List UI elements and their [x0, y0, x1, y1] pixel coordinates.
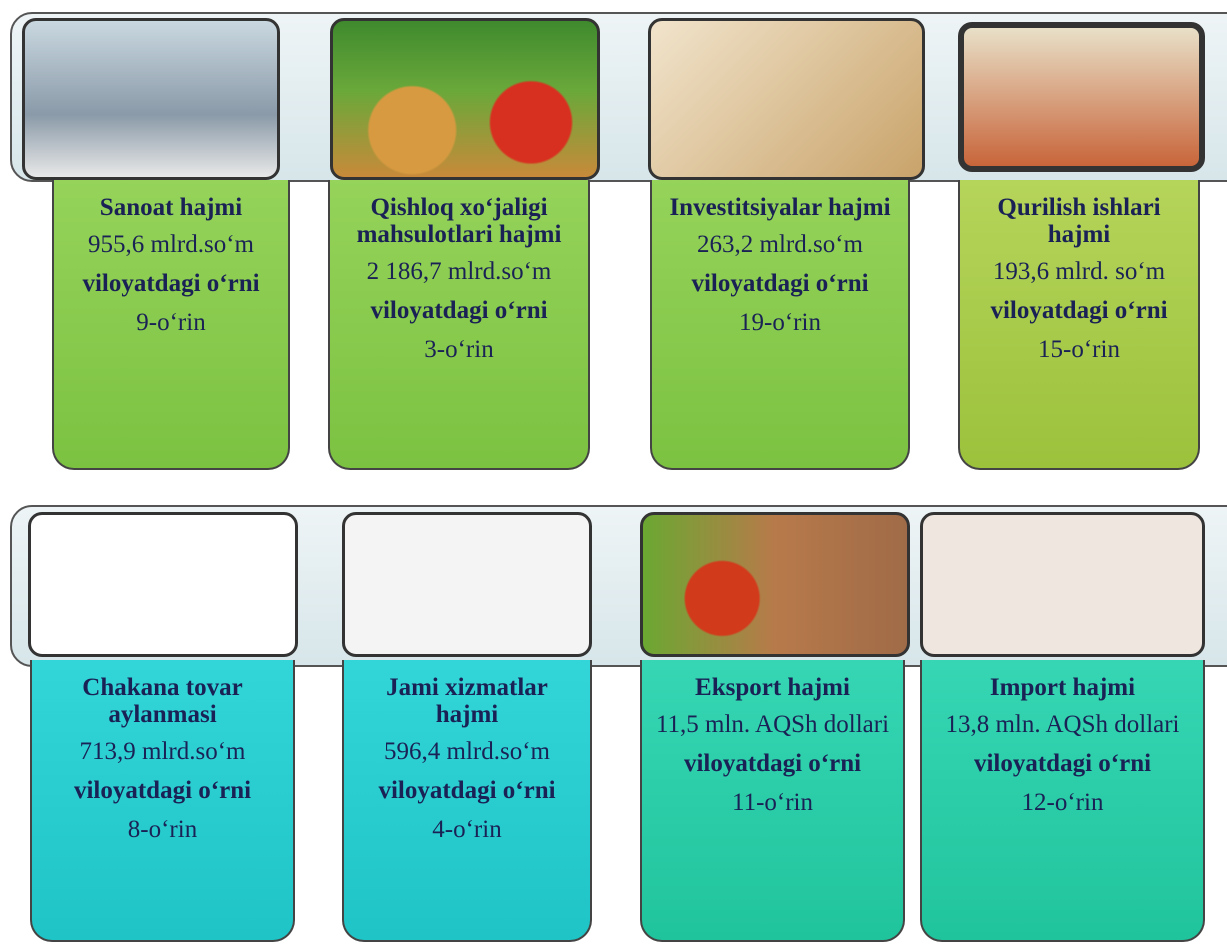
card-value: 596,4 mlrd.so‘m — [352, 738, 582, 765]
stat-card: Import hajmi 13,8 mln. AQSh dollari viloya… — [920, 660, 1205, 942]
card-value: 13,8 mln. AQSh dollari — [930, 711, 1195, 738]
stat-card: Sanoat hajmi 955,6 mlrd.so‘m viloyatdagi o… — [52, 180, 290, 470]
rank: 12-o‘rin — [930, 789, 1195, 816]
stat-card: Eksport hajmi 11,5 mln. AQSh dollari viloy… — [640, 660, 905, 942]
stat-card: Investitsiyalar hajmi 263,2 mlrd.so‘m vilo… — [650, 180, 910, 470]
infographic: Sanoat hajmi 955,6 mlrd.so‘m viloyatdagi o… — [0, 0, 1227, 949]
stat-card: Jami xizmatlar hajmi 596,4 mlrd.so‘m viloy… — [342, 660, 592, 942]
card-title: Eksport hajmi — [650, 674, 895, 701]
card-title: Sanoat hajmi — [62, 194, 280, 221]
card-value: 2 186,7 mlrd.so‘m — [338, 258, 580, 285]
card-image — [640, 512, 910, 657]
card-title: Chakana tovar aylanmasi — [40, 674, 285, 728]
rank: 8-o‘rin — [40, 816, 285, 843]
rank-label: viloyatdagi o‘rni — [660, 270, 900, 297]
rank-label: viloyatdagi o‘rni — [930, 750, 1195, 777]
card-value: 11,5 mln. AQSh dollari — [650, 711, 895, 738]
rank-label: viloyatdagi o‘rni — [352, 777, 582, 804]
rank: 15-o‘rin — [968, 336, 1190, 363]
card-value: 193,6 mlrd. so‘m — [968, 258, 1190, 285]
rank-label: viloyatdagi o‘rni — [40, 777, 285, 804]
rank: 11-o‘rin — [650, 789, 895, 816]
stat-card: Qishloq xo‘jaligi mahsulotlari hajmi 2 18… — [328, 180, 590, 470]
rank: 19-o‘rin — [660, 309, 900, 336]
card-title: Import hajmi — [930, 674, 1195, 701]
card-image — [958, 22, 1205, 172]
card-title: Jami xizmatlar hajmi — [352, 674, 582, 728]
rank-label: viloyatdagi o‘rni — [968, 297, 1190, 324]
rank: 4-o‘rin — [352, 816, 582, 843]
card-value: 955,6 mlrd.so‘m — [62, 231, 280, 258]
rank-label: viloyatdagi o‘rni — [338, 297, 580, 324]
card-image — [22, 18, 280, 180]
card-image — [920, 512, 1205, 657]
card-image — [28, 512, 298, 657]
card-image — [648, 18, 925, 180]
rank-label: viloyatdagi o‘rni — [650, 750, 895, 777]
stat-card: Chakana tovar aylanmasi 713,9 mlrd.so‘m vi… — [30, 660, 295, 942]
card-title: Qishloq xo‘jaligi mahsulotlari hajmi — [338, 194, 580, 248]
card-image — [330, 18, 600, 180]
card-value: 713,9 mlrd.so‘m — [40, 738, 285, 765]
stat-card: Qurilish ishlari hajmi 193,6 mlrd. so‘m vi… — [958, 180, 1200, 470]
rank-label: viloyatdagi o‘rni — [62, 270, 280, 297]
card-value: 263,2 mlrd.so‘m — [660, 231, 900, 258]
card-title: Qurilish ishlari hajmi — [968, 194, 1190, 248]
rank: 3-o‘rin — [338, 336, 580, 363]
card-image — [342, 512, 592, 657]
card-title: Investitsiyalar hajmi — [660, 194, 900, 221]
rank: 9-o‘rin — [62, 309, 280, 336]
